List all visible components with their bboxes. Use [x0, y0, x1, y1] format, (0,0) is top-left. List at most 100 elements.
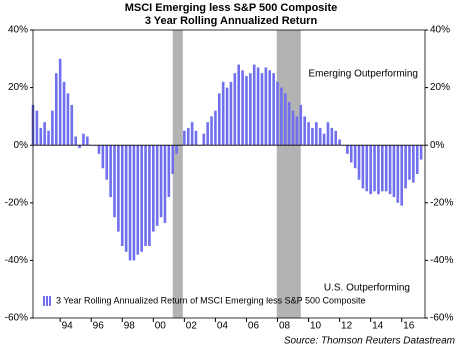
bar	[260, 73, 264, 146]
bar	[377, 145, 380, 195]
bar	[159, 145, 163, 218]
bar	[346, 145, 349, 154]
bar	[210, 116, 213, 146]
bar	[252, 64, 256, 146]
bar	[245, 76, 248, 146]
chart-subtitle: 3 Year Rolling Annualized Return	[145, 15, 318, 27]
bar	[237, 64, 241, 146]
bar	[66, 93, 70, 146]
bar	[311, 127, 314, 146]
bar	[105, 145, 109, 180]
x-tick-label: 06	[248, 321, 260, 332]
bar	[140, 145, 143, 252]
bar	[97, 145, 101, 154]
legend-swatch	[43, 296, 45, 306]
bar	[276, 81, 279, 146]
bar	[392, 145, 396, 198]
bar	[256, 67, 260, 146]
bar	[369, 145, 372, 195]
bar	[365, 145, 369, 192]
bar	[241, 70, 244, 146]
bar	[307, 122, 310, 146]
bar	[206, 122, 209, 146]
y-tick-label: 0%	[14, 140, 29, 151]
bar	[412, 145, 415, 183]
y-tick-label: 20%	[8, 82, 28, 93]
y2-tick-label: -60%	[430, 313, 453, 324]
bar	[268, 70, 272, 146]
bar	[136, 145, 140, 255]
bar	[214, 110, 217, 146]
chart-title: MSCI Emerging less S&P 500 Composite	[125, 2, 338, 14]
bar	[217, 93, 221, 146]
annotation: Emerging Outperforming	[309, 69, 419, 80]
bar	[175, 145, 178, 154]
x-tick-label: 94	[62, 321, 74, 332]
y2-tick-label: 40%	[430, 25, 450, 36]
bar	[190, 122, 194, 146]
bar	[74, 136, 77, 146]
source: Source: Thomson Reuters Datastream	[284, 336, 455, 347]
bar	[183, 130, 186, 146]
bar	[51, 110, 54, 146]
bar	[152, 145, 155, 232]
y-tick-label: -40%	[5, 255, 28, 266]
bar	[349, 145, 353, 163]
bar	[299, 104, 303, 146]
bar	[264, 67, 268, 146]
bar	[155, 145, 159, 226]
bar	[47, 130, 50, 146]
bar	[373, 145, 376, 192]
bar	[163, 145, 167, 223]
bar	[225, 87, 229, 146]
bar	[70, 104, 74, 146]
bar	[124, 145, 128, 252]
shaded-region	[276, 30, 301, 318]
bar	[229, 81, 233, 146]
bar	[62, 81, 66, 146]
x-tick-label: 08	[279, 321, 291, 332]
x-tick-label: 10	[310, 321, 322, 332]
bar	[171, 145, 175, 174]
bar	[280, 87, 283, 146]
y2-tick-label: 0%	[430, 140, 445, 151]
x-tick-label: 04	[217, 321, 229, 332]
plot-frame	[32, 29, 426, 319]
x-tick-label: 14	[372, 321, 384, 332]
bar	[148, 145, 151, 246]
y-tick-label: 40%	[8, 25, 28, 36]
x-tick-label: 96	[93, 321, 105, 332]
bar	[353, 145, 357, 169]
y2-tick-label: -40%	[430, 255, 453, 266]
x-tick-label: 12	[341, 321, 353, 332]
x-tick-label: 16	[403, 321, 415, 332]
y-tick-label: -60%	[5, 313, 28, 324]
legend-swatch	[46, 296, 48, 306]
bar	[326, 122, 330, 146]
bar	[35, 110, 39, 146]
bar	[221, 81, 225, 146]
bar	[295, 116, 299, 146]
bar	[419, 145, 423, 160]
bar	[82, 133, 85, 146]
bar	[202, 133, 206, 146]
bar	[39, 127, 43, 146]
bar	[101, 145, 105, 169]
bar	[315, 122, 318, 146]
bar	[400, 145, 404, 206]
bar	[388, 145, 392, 195]
bar	[54, 73, 58, 146]
y-tick-label: -20%	[5, 197, 28, 208]
y2-tick-label: -20%	[430, 197, 453, 208]
bar	[396, 145, 400, 203]
bar	[128, 145, 132, 261]
bar	[167, 145, 171, 198]
bar	[357, 145, 361, 180]
x-tick-label: 02	[186, 321, 198, 332]
bar	[86, 136, 89, 146]
y2-tick-label: 20%	[430, 82, 450, 93]
x-tick-label: 98	[124, 321, 136, 332]
x-tick-label: 00	[155, 321, 167, 332]
bar	[272, 73, 275, 146]
